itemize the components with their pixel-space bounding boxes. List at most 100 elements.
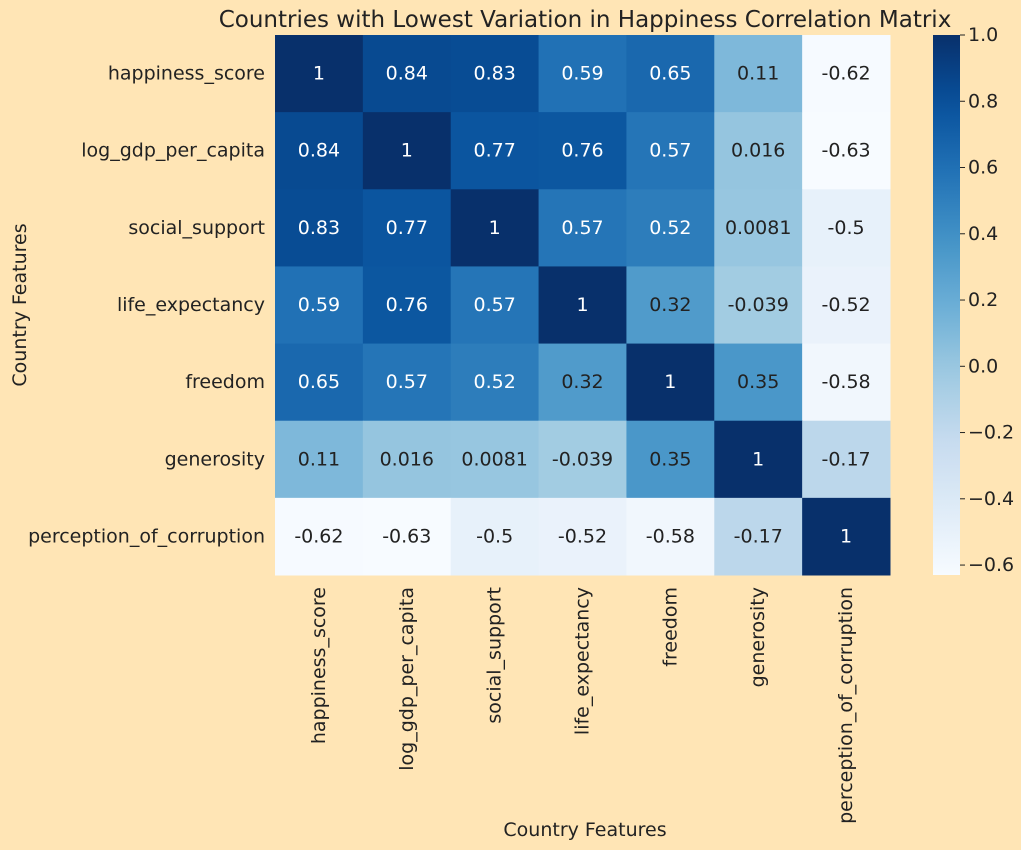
heatmap-cells: 1 0.84 0.83 0.59 0.65 0.11 -0.62 0.84 1 0.77 0.76 0… bbox=[275, 35, 891, 576]
colorbar-tick-label: 0.4 bbox=[968, 223, 998, 245]
heatmap-cell bbox=[362, 343, 452, 422]
colorbar-tick-label: −0.2 bbox=[968, 422, 1014, 444]
heatmap-cell-value: 0.016 bbox=[380, 448, 434, 470]
x-axis-label: Country Features bbox=[503, 819, 666, 841]
heatmap-cell-value: 0.57 bbox=[473, 294, 515, 316]
heatmap-cell-value: 0.57 bbox=[649, 140, 691, 162]
heatmap-cell-value: 0.77 bbox=[386, 217, 428, 239]
row-tick-label: life_expectancy bbox=[117, 294, 265, 316]
heatmap-cell-value: 0.0081 bbox=[461, 448, 527, 470]
column-tick-label: perception_of_corruption bbox=[835, 587, 857, 824]
heatmap-cell-value: 0.35 bbox=[737, 371, 779, 393]
row-tick-label: log_gdp_per_capita bbox=[81, 140, 265, 162]
colorbar-tick-label: 0.2 bbox=[968, 289, 998, 311]
heatmap-cell bbox=[362, 420, 452, 499]
heatmap-cell-value: 0.65 bbox=[649, 63, 691, 85]
heatmap-cell bbox=[275, 189, 364, 267]
colorbar-tick-label: 0.6 bbox=[968, 157, 998, 179]
heatmap-cell bbox=[538, 112, 627, 190]
heatmap-cell-value: 0.32 bbox=[649, 294, 691, 316]
heatmap-cell bbox=[275, 112, 364, 190]
heatmap-cell bbox=[626, 497, 715, 576]
colorbar: 1.0 0.8 0.6 0.4 0.2 0.0 −0.2 −0.4 −0.6 bbox=[933, 24, 1014, 576]
heatmap-cell bbox=[714, 189, 803, 267]
heatmap-cell-value: -0.17 bbox=[734, 525, 783, 547]
heatmap-cell bbox=[450, 420, 540, 499]
column-tick-labels: happiness_score log_gdp_per_capita social_… bbox=[308, 587, 857, 824]
heatmap-cell-value: 0.016 bbox=[731, 140, 785, 162]
heatmap-cell bbox=[538, 420, 627, 499]
heatmap-cell-value: 0.76 bbox=[386, 294, 428, 316]
heatmap-cell bbox=[626, 266, 715, 345]
heatmap-cell-value: -0.62 bbox=[821, 63, 870, 85]
heatmap-cell bbox=[802, 420, 891, 499]
heatmap-cell bbox=[275, 266, 364, 345]
heatmap-cell bbox=[626, 420, 715, 499]
column-tick-label: happiness_score bbox=[308, 587, 330, 744]
heatmap-cell bbox=[538, 189, 627, 267]
row-tick-label: freedom bbox=[185, 371, 265, 393]
column-tick-label: life_expectancy bbox=[572, 587, 594, 735]
heatmap-cell bbox=[362, 266, 452, 345]
heatmap-cell-value: 0.76 bbox=[561, 140, 603, 162]
heatmap-cell-value: 1 bbox=[664, 371, 676, 393]
heatmap-cell bbox=[450, 112, 540, 190]
heatmap-cell bbox=[538, 343, 627, 422]
heatmap-cell-value: -0.52 bbox=[558, 525, 607, 547]
colorbar-tick-label: −0.6 bbox=[968, 554, 1014, 576]
heatmap-cell-value: 0.52 bbox=[649, 217, 691, 239]
colorbar-tick-label: −0.4 bbox=[968, 488, 1014, 510]
heatmap-cell-value: -0.5 bbox=[476, 525, 513, 547]
heatmap-cell-value: 0.84 bbox=[298, 140, 340, 162]
heatmap-cell-value: 0.35 bbox=[649, 448, 691, 470]
heatmap-cell-value: 0.0081 bbox=[725, 217, 791, 239]
heatmap-cell-value: 1 bbox=[576, 294, 588, 316]
colorbar-tick-label: 0.0 bbox=[968, 355, 998, 377]
column-tick-label: social_support bbox=[484, 587, 506, 724]
heatmap-cell bbox=[714, 343, 803, 422]
heatmap-cell-value: 1 bbox=[752, 448, 764, 470]
heatmap-cell-value: 0.57 bbox=[561, 217, 603, 239]
row-tick-labels: happiness_score log_gdp_per_capita social_… bbox=[28, 63, 265, 548]
column-tick-label: freedom bbox=[659, 587, 681, 667]
heatmap-cell-value: 0.83 bbox=[473, 63, 515, 85]
heatmap-cell-value: -0.62 bbox=[294, 525, 343, 547]
heatmap-cell bbox=[275, 343, 364, 422]
heatmap-cell bbox=[714, 35, 803, 113]
heatmap-cell bbox=[450, 497, 540, 576]
colorbar-tick-label: 1.0 bbox=[968, 24, 998, 46]
row-tick-label: social_support bbox=[128, 217, 265, 239]
heatmap-cell-value: 1 bbox=[313, 63, 325, 85]
heatmap-cell bbox=[450, 266, 540, 345]
heatmap-cell bbox=[626, 35, 715, 113]
heatmap-cell-value: -0.039 bbox=[552, 448, 613, 470]
heatmap-cell bbox=[362, 112, 452, 190]
heatmap-cell-value: 1 bbox=[489, 217, 501, 239]
heatmap-cell bbox=[802, 35, 891, 113]
heatmap-cell-value: 0.59 bbox=[298, 294, 340, 316]
heatmap-cell bbox=[450, 189, 540, 267]
heatmap-cell bbox=[802, 266, 891, 345]
heatmap-cell-value: 0.84 bbox=[386, 63, 428, 85]
colorbar-gradient bbox=[933, 35, 960, 575]
heatmap-cell bbox=[626, 112, 715, 190]
heatmap-cell-value: 1 bbox=[401, 140, 413, 162]
heatmap-cell-value: -0.63 bbox=[382, 525, 431, 547]
heatmap-cell-value: -0.58 bbox=[646, 525, 695, 547]
column-tick-label: generosity bbox=[747, 587, 769, 687]
heatmap-cell bbox=[802, 112, 891, 190]
heatmap-cell-value: 0.83 bbox=[298, 217, 340, 239]
row-tick-label: happiness_score bbox=[108, 63, 265, 85]
heatmap-cell-value: -0.63 bbox=[821, 140, 870, 162]
heatmap-cell-value: 0.11 bbox=[298, 448, 340, 470]
heatmap-cell bbox=[362, 189, 452, 267]
heatmap-cell bbox=[275, 35, 364, 113]
heatmap-cell-value: -0.58 bbox=[821, 371, 870, 393]
heatmap-cell bbox=[802, 343, 891, 422]
heatmap-cell bbox=[275, 420, 364, 499]
heatmap-cell-value: 0.52 bbox=[473, 371, 515, 393]
heatmap-cell bbox=[714, 420, 803, 499]
heatmap-cell-value: -0.17 bbox=[821, 448, 870, 470]
chart-title: Countries with Lowest Variation in Happi… bbox=[219, 7, 952, 33]
